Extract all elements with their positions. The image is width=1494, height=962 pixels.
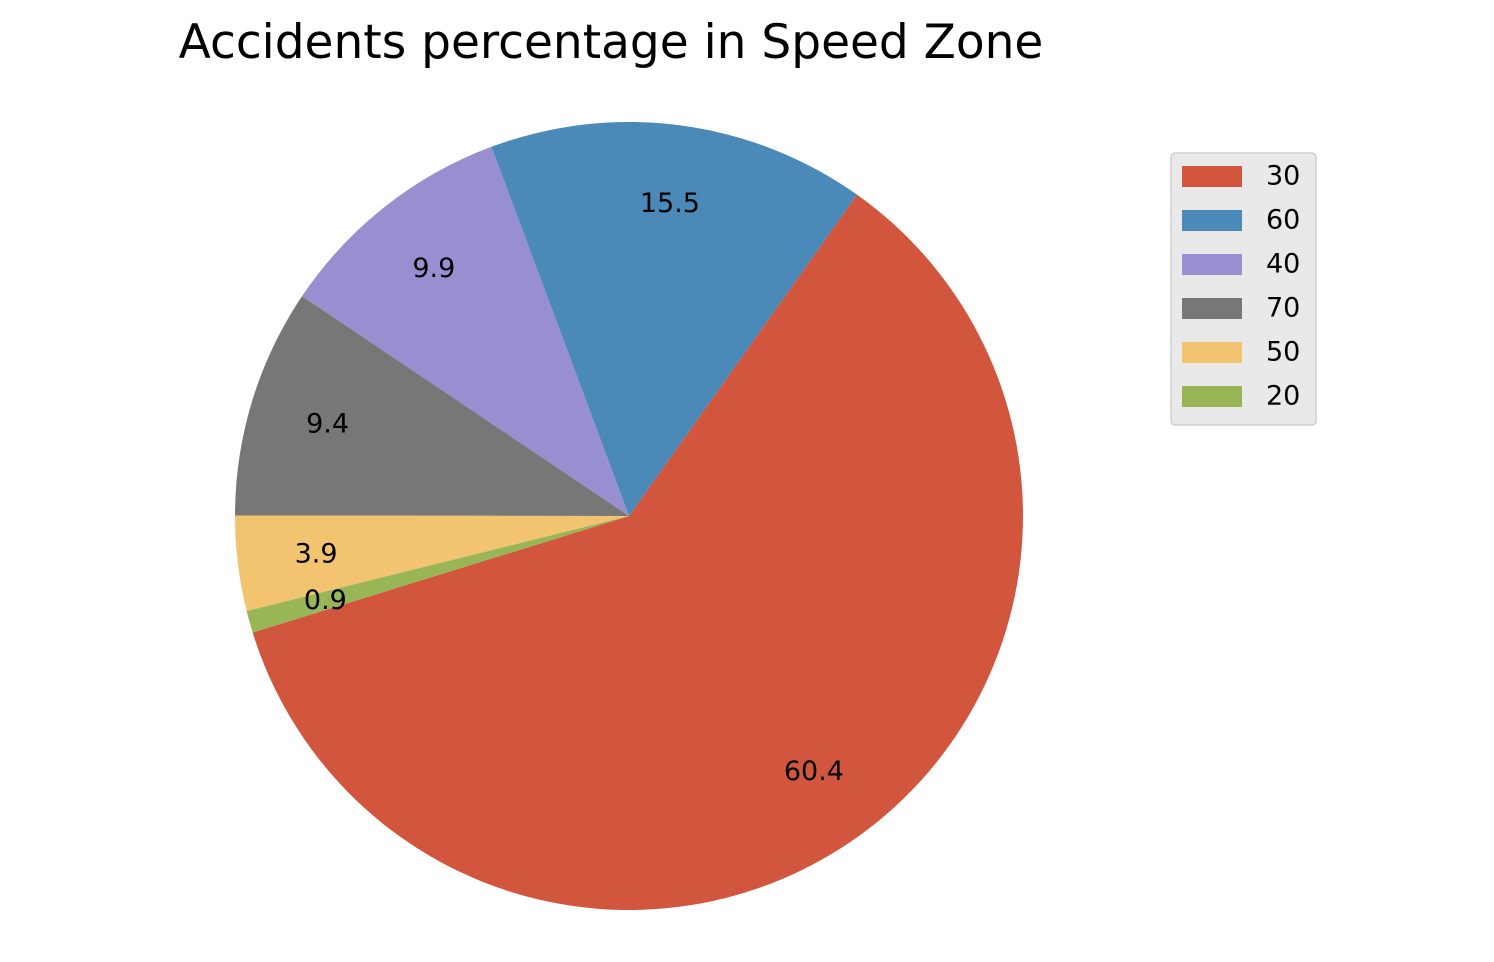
legend-label-40: 40	[1266, 249, 1300, 280]
slice-value-label-50: 3.9	[295, 539, 338, 570]
legend-label-20: 20	[1266, 381, 1300, 412]
pie-value-labels: 60.4 15.5 9.9 9.4 3.9 0.9	[295, 188, 844, 787]
pie-slice-20	[246, 516, 630, 633]
legend-label-50: 50	[1266, 337, 1300, 368]
pie-slice-30	[252, 194, 1024, 911]
legend-swatch-60	[1182, 210, 1242, 231]
legend-label-30: 30	[1266, 161, 1300, 192]
legend-swatch-30	[1182, 166, 1242, 187]
pie-slice-60	[491, 122, 858, 517]
slice-value-label-70: 9.4	[306, 408, 349, 439]
pie-slice-50	[235, 515, 629, 612]
pie-slice-40	[302, 146, 629, 516]
legend-swatch-20	[1182, 386, 1242, 407]
legend-swatch-40	[1182, 254, 1242, 275]
slice-value-label-40: 9.9	[412, 253, 455, 284]
pie-slice-70	[235, 296, 630, 516]
pie-slices	[235, 122, 1024, 911]
legend: 30 60 40 70 50 20	[1170, 152, 1317, 426]
legend-swatch-50	[1182, 342, 1242, 363]
slice-value-label-30: 60.4	[784, 756, 844, 787]
legend-label-60: 60	[1266, 205, 1300, 236]
legend-label-70: 70	[1266, 293, 1300, 324]
legend-items: 30 60 40 70 50 20	[1182, 161, 1300, 412]
slice-value-label-60: 15.5	[640, 188, 700, 219]
slice-value-label-20: 0.9	[304, 585, 347, 616]
chart-title: Accidents percentage in Speed Zone	[179, 15, 1044, 70]
legend-swatch-70	[1182, 298, 1242, 319]
